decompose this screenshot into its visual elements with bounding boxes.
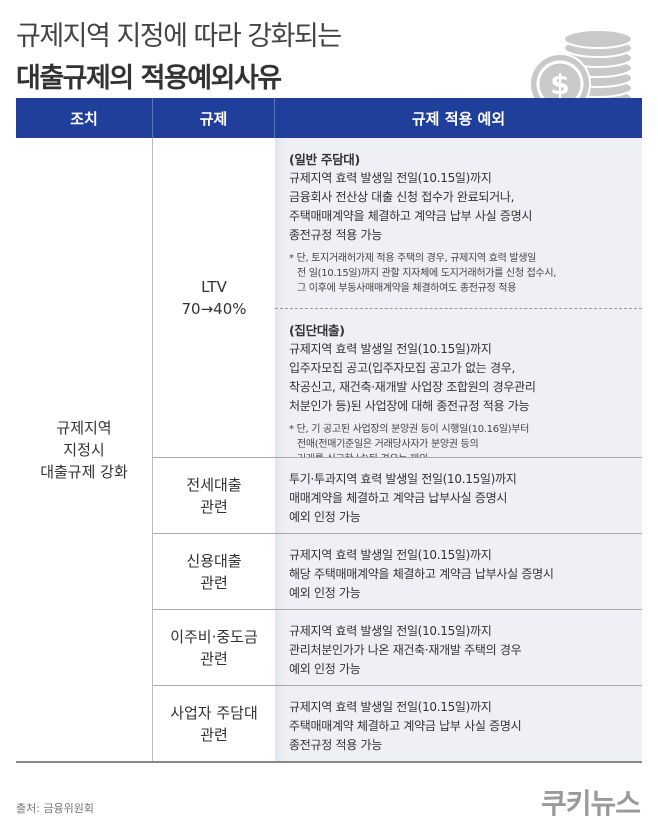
regulation-cell: 이주비·중도금 관련 bbox=[170, 627, 258, 668]
svg-text:$: $ bbox=[550, 68, 569, 101]
text-line: 규제지역 효력 발생일 전일(10.15일)까지 bbox=[289, 342, 492, 356]
regulation-cell: 신용대출 관련 bbox=[186, 551, 242, 592]
text-line: 착공신고, 재건축·재개발 사업장 조합원의 경우관리 bbox=[289, 380, 536, 394]
text-line: 주택매매계약을 체결하고 계약금 납부 사실 증명시 bbox=[289, 209, 533, 223]
measure-text: 지정시 bbox=[63, 440, 105, 459]
regulation-text: 70→40% bbox=[181, 299, 247, 318]
regulation-cell: 전세대출 관련 bbox=[186, 475, 242, 516]
header-exception: 규제 적용 예외 bbox=[411, 109, 506, 128]
title-line2: 대출규제의 적용예외사유 bbox=[16, 63, 282, 94]
dashed-divider bbox=[275, 308, 642, 309]
regulation-cell: 사업자 주담대 관련 bbox=[170, 703, 258, 744]
source-text: 출처: 금융위원회 bbox=[16, 802, 95, 815]
header-regulation: 규제 bbox=[153, 98, 275, 138]
table-row-credit: 신용대출 관련 규제지역 효력 발생일 전일(10.15일)까지 해당 주택매매계약… bbox=[153, 533, 642, 609]
exception-cell: (일반 주담대) 규제지역 효력 발생일 전일(10.15일)까지 금융회사 전… bbox=[275, 138, 642, 465]
text-line: 종전규정 적용 가능 bbox=[289, 228, 382, 242]
text-line: 규제지역 효력 발생일 전일(10.15일)까지 bbox=[289, 171, 492, 185]
table-header: 조치 규제 규제 적용 예외 bbox=[16, 98, 642, 138]
table-row-jeonse: 전세대출 관련 투기·투과지역 효력 발생일 전일(10.15일)까지 매매계약을 … bbox=[153, 457, 642, 533]
footnote: * 단, 토지거래허가제 적용 주택의 경우, 규제지역 효력 발생일 전 일(1… bbox=[289, 253, 557, 294]
exception-cell: 규제지역 효력 발생일 전일(10.15일)까지 주택매매계약 체결하고 계약금 … bbox=[275, 686, 642, 761]
header-measure: 조치 bbox=[16, 98, 153, 138]
table-row-business: 사업자 주담대 관련 규제지역 효력 발생일 전일(10.15일)까지 주택매매계약… bbox=[153, 685, 642, 761]
regulation-cell: LTV 70→40% bbox=[153, 138, 275, 457]
table-row-ltv: LTV 70→40% (일반 주담대) 규제지역 효력 발생일 전일(10.15일… bbox=[153, 138, 642, 465]
regulation-text: LTV bbox=[201, 277, 227, 296]
measure-text: 대출규제 강화 bbox=[40, 462, 128, 481]
title-line1: 규제지역 지정에 따라 강화되는 bbox=[16, 21, 342, 52]
block-heading: (일반 주담대) bbox=[289, 152, 360, 167]
measure-text: 규제지역 bbox=[56, 418, 112, 437]
table-row-relocation: 이주비·중도금 관련 규제지역 효력 발생일 전일(10.15일)까지 관리처분인가… bbox=[153, 609, 642, 685]
exception-cell: 투기·투과지역 효력 발생일 전일(10.15일)까지 매매계약을 체결하고 계약… bbox=[275, 458, 642, 533]
text-line: 금융회사 전산상 대출 신청 접수가 완료되거나, bbox=[289, 190, 515, 204]
brand-logo: 쿠키뉴스 bbox=[540, 787, 641, 820]
block-heading: (집단대출) bbox=[289, 323, 345, 338]
exception-cell: 규제지역 효력 발생일 전일(10.15일)까지 관리처분인가가 나온 재건축·재… bbox=[275, 610, 642, 685]
text-line: 처분인가 등)된 사업장에 대해 종전규정 적용 가능 bbox=[289, 399, 530, 413]
text-line: 입주자모집 공고(입주자모집 공고가 없는 경우, bbox=[289, 361, 516, 375]
exception-cell: 규제지역 효력 발생일 전일(10.15일)까지 해당 주택매매계약을 체결하고 … bbox=[275, 534, 642, 609]
